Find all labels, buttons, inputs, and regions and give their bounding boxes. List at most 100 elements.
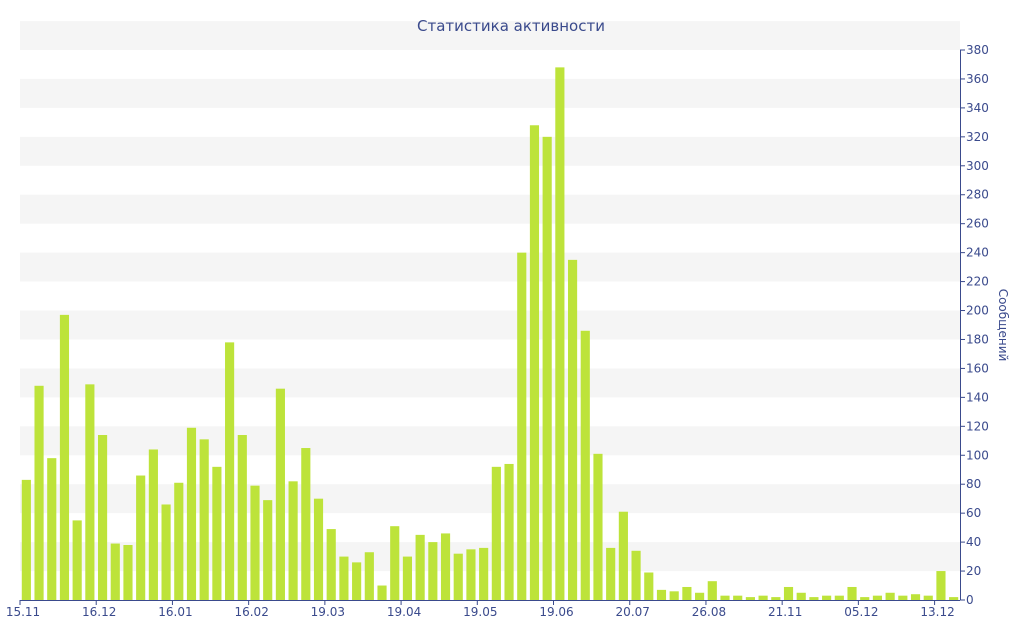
bar xyxy=(656,589,667,600)
bar xyxy=(453,553,463,600)
y-axis-label: Сообщений xyxy=(996,289,1010,362)
bar xyxy=(949,597,959,600)
bar xyxy=(313,498,324,600)
y-tick-label: 40 xyxy=(966,535,981,549)
bar xyxy=(275,388,285,600)
bar xyxy=(186,427,197,600)
bar xyxy=(898,595,908,600)
y-tick-label: 300 xyxy=(966,159,989,173)
bar xyxy=(377,585,387,600)
y-tick-label: 380 xyxy=(966,43,989,57)
y-tick-label: 340 xyxy=(966,101,989,115)
grid-band xyxy=(20,368,960,398)
bar xyxy=(567,259,578,600)
bar xyxy=(237,435,247,600)
bar xyxy=(504,463,514,600)
bar xyxy=(783,586,794,600)
bar xyxy=(809,597,819,600)
bar xyxy=(225,342,235,600)
x-tick-label: 19.06 xyxy=(539,605,573,619)
bar xyxy=(542,136,552,600)
bar xyxy=(758,595,768,600)
y-tick-label: 100 xyxy=(966,448,989,462)
bar xyxy=(644,572,654,600)
y-tick-label: 260 xyxy=(966,217,989,231)
bar xyxy=(212,466,222,600)
bar xyxy=(733,595,743,600)
x-tick-label: 21.11 xyxy=(768,605,802,619)
grid-band xyxy=(20,21,960,50)
x-axis-ticks: 15.11 16.12 16.01 16.02 19.03 19.04 19.05 19.06… xyxy=(6,600,955,619)
bar xyxy=(136,475,146,600)
y-tick-label: 180 xyxy=(966,332,989,346)
bar xyxy=(923,595,933,600)
bar xyxy=(364,552,374,600)
grid-band xyxy=(20,542,960,572)
grid-bands xyxy=(20,21,960,572)
bar xyxy=(466,549,476,600)
y-tick-label: 320 xyxy=(966,130,989,144)
bar xyxy=(72,520,82,600)
y-tick-label: 0 xyxy=(966,593,974,607)
bar xyxy=(47,458,57,600)
bar xyxy=(148,449,158,600)
bar xyxy=(263,500,273,600)
axes xyxy=(20,50,961,601)
bar xyxy=(85,384,95,600)
grid-band xyxy=(20,136,960,166)
bar xyxy=(529,125,540,601)
chart-title: Статистика активности xyxy=(417,17,605,35)
bar xyxy=(885,592,895,600)
x-tick-label: 20.07 xyxy=(616,605,650,619)
bar xyxy=(720,595,730,600)
bar xyxy=(517,252,527,600)
bar xyxy=(326,529,336,600)
y-axis-ticks: 0 20 40 60 80 100 120 140 160 180 200 220 240 260 280 3… xyxy=(960,43,989,607)
grid-band xyxy=(20,484,960,514)
bar xyxy=(796,592,806,600)
bar xyxy=(288,481,298,600)
bar xyxy=(352,562,362,600)
bar-series xyxy=(21,67,959,601)
bar xyxy=(161,504,171,600)
bar xyxy=(174,482,184,600)
bar xyxy=(771,597,781,600)
bar xyxy=(822,595,832,600)
bar xyxy=(910,594,921,600)
bar xyxy=(593,453,603,600)
bar xyxy=(415,534,425,600)
bar xyxy=(59,314,70,600)
grid-band xyxy=(20,78,960,108)
bar xyxy=(199,439,209,600)
bar xyxy=(847,586,857,600)
bar xyxy=(860,597,870,600)
bar xyxy=(872,595,883,600)
grid-band xyxy=(20,426,960,456)
bar xyxy=(339,556,349,600)
y-tick-label: 160 xyxy=(966,361,989,375)
y-tick-label: 240 xyxy=(966,246,989,260)
bar xyxy=(123,545,133,600)
bar xyxy=(669,591,679,600)
grid-band xyxy=(20,310,960,340)
bar xyxy=(834,595,844,600)
y-tick-label: 360 xyxy=(966,72,989,86)
bar xyxy=(301,448,311,600)
bar xyxy=(34,385,44,600)
bar xyxy=(555,67,565,601)
bar xyxy=(21,479,31,600)
bar xyxy=(936,571,946,600)
x-tick-label: 19.03 xyxy=(311,605,345,619)
bar xyxy=(606,547,616,600)
bar xyxy=(682,586,692,600)
bar xyxy=(97,435,108,600)
bar xyxy=(110,543,120,600)
y-tick-label: 60 xyxy=(966,506,981,520)
bar xyxy=(580,330,590,600)
bar xyxy=(631,550,641,600)
bar xyxy=(428,542,438,600)
y-tick-label: 280 xyxy=(966,188,989,202)
x-tick-label: 19.05 xyxy=(463,605,497,619)
